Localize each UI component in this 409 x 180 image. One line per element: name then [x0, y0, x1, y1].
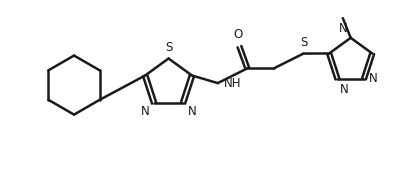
Text: N: N	[369, 72, 378, 85]
Text: S: S	[165, 40, 172, 54]
Text: S: S	[300, 36, 307, 49]
Text: NH: NH	[224, 77, 241, 90]
Text: N: N	[340, 83, 349, 96]
Text: O: O	[234, 28, 243, 41]
Text: N: N	[339, 22, 348, 35]
Text: N: N	[188, 105, 197, 118]
Text: N: N	[140, 105, 149, 118]
